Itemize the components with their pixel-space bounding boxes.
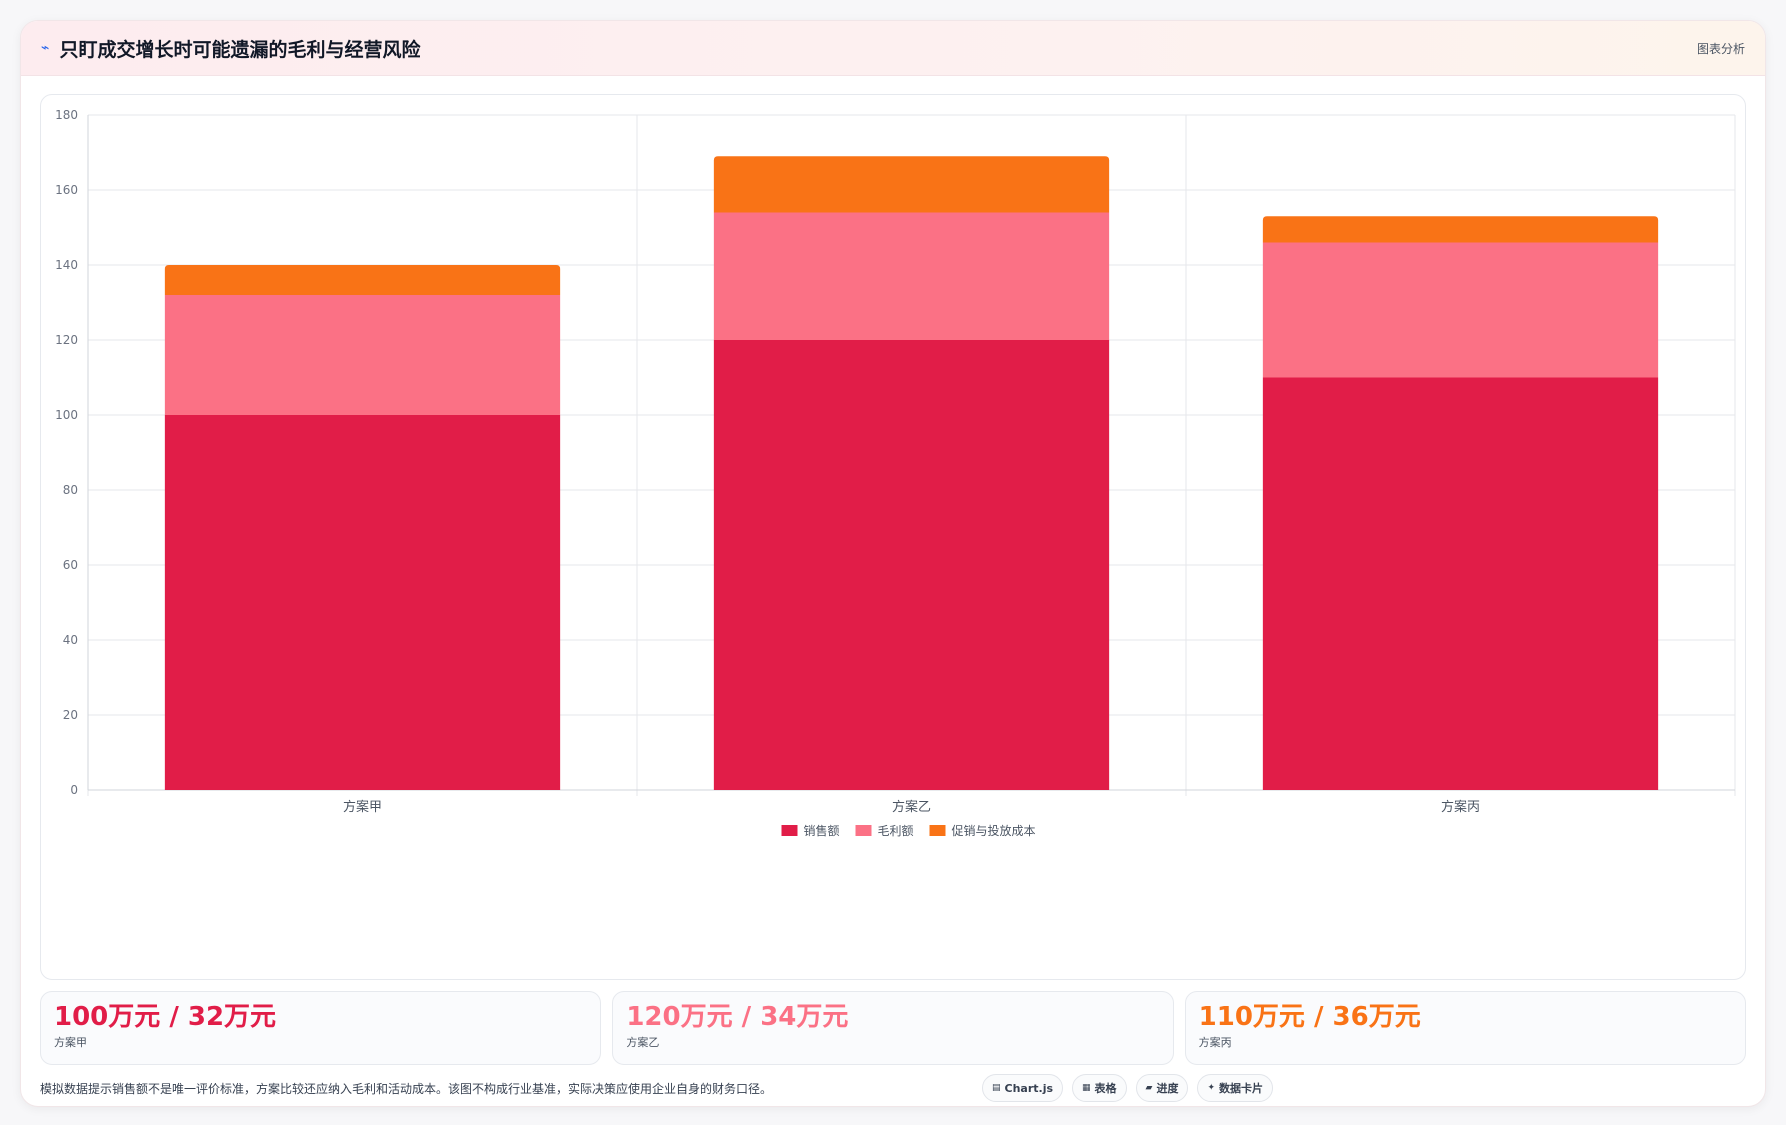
y-tick-label: 40 [63,633,78,647]
bar-segment [1262,377,1659,790]
disclaimer-note: 模拟数据提示销售额不是唯一评价标准，方案比较还应纳入毛利和活动成本。该图不构成行… [40,1081,773,1096]
y-tick-label: 80 [63,483,78,497]
legend-swatch [781,825,798,836]
legend-label: 促销与投放成本 [952,823,1036,838]
feature-chips: ▤ Chart.js ▦ 表格 ▰ 进度 ✦ 数据卡片 [982,1074,1274,1102]
stat-cards: 100万元 / 32万元 方案甲 120万元 / 34万元 方案乙 110万元 … [40,991,1746,1065]
panel-header: ⌁ 只盯成交增长时可能遗漏的毛利与经营风险 图表分析 [21,21,1765,76]
y-tick-label: 120 [55,333,78,347]
legend-label: 毛利额 [878,824,914,838]
legend-swatch [929,825,946,836]
bar-segment [713,156,1110,213]
progress-icon: ▰ [1145,1083,1153,1093]
y-tick-label: 140 [55,258,78,272]
stat-value: 120万元 / 34万元 [626,1002,849,1032]
legend-swatch [855,825,872,836]
chip-data-cards[interactable]: ✦ 数据卡片 [1197,1074,1274,1102]
page-title: 只盯成交增长时可能遗漏的毛利与经营风险 [59,38,421,61]
y-tick-label: 0 [70,783,78,797]
stat-card-c: 110万元 / 36万元 方案丙 [1184,991,1746,1065]
bar-segment [713,340,1110,790]
trend-icon: ⌁ [41,40,50,56]
stat-card-b: 120万元 / 34万元 方案乙 [612,991,1174,1065]
stat-card-a: 100万元 / 32万元 方案甲 [40,991,602,1065]
chart-analysis-tag: 图表分析 [1696,41,1745,56]
y-tick-label: 100 [55,408,78,422]
x-tick-label: 方案丙 [1441,799,1480,815]
chip-label: 表格 [1094,1082,1117,1095]
bar-segment [1262,216,1659,243]
stat-label: 方案乙 [626,1036,660,1049]
sparkle-icon: ✦ [1207,1083,1216,1093]
y-tick-label: 20 [63,708,78,722]
stat-label: 方案甲 [54,1036,87,1049]
x-tick-label: 方案甲 [343,799,382,815]
footer: 模拟数据提示销售额不是唯一评价标准，方案比较还应纳入毛利和活动成本。该图不构成行… [40,1073,1746,1103]
chip-table[interactable]: ▦ 表格 [1072,1074,1127,1102]
y-tick-label: 60 [63,558,78,572]
bar-segment [713,212,1110,340]
bar-segment [164,265,561,295]
legend-label: 销售额 [804,823,840,838]
bar-segment [164,295,561,415]
bar-segment [1262,242,1659,378]
chart-icon: ▤ [992,1083,1001,1093]
chart-card: 0 20 40 60 80 100 120 140 160 180 方案甲 方案乙 方案丙销售额 毛利额 促… [40,94,1746,980]
chip-label: 进度 [1156,1082,1179,1095]
chip-label: Chart.js [1004,1081,1054,1095]
chip-chartjs[interactable]: ▤ Chart.js [982,1074,1064,1102]
stat-label: 方案丙 [1198,1036,1232,1049]
chart-panel: ⌁ 只盯成交增长时可能遗漏的毛利与经营风险 图表分析 0 20 40 60 80 100 1… [20,20,1766,1107]
table-icon: ▦ [1082,1083,1091,1093]
y-tick-label: 160 [55,183,78,197]
chip-progress[interactable]: ▰ 进度 [1135,1074,1189,1102]
x-tick-label: 方案乙 [892,799,931,815]
stat-value: 110万元 / 36万元 [1198,1002,1421,1032]
stat-value: 100万元 / 32万元 [54,1002,277,1032]
chip-label: 数据卡片 [1219,1082,1264,1095]
bar-segment [164,415,561,790]
y-tick-label: 180 [55,108,78,122]
title-wrap: ⌁ 只盯成交增长时可能遗漏的毛利与经营风险 [41,35,420,62]
